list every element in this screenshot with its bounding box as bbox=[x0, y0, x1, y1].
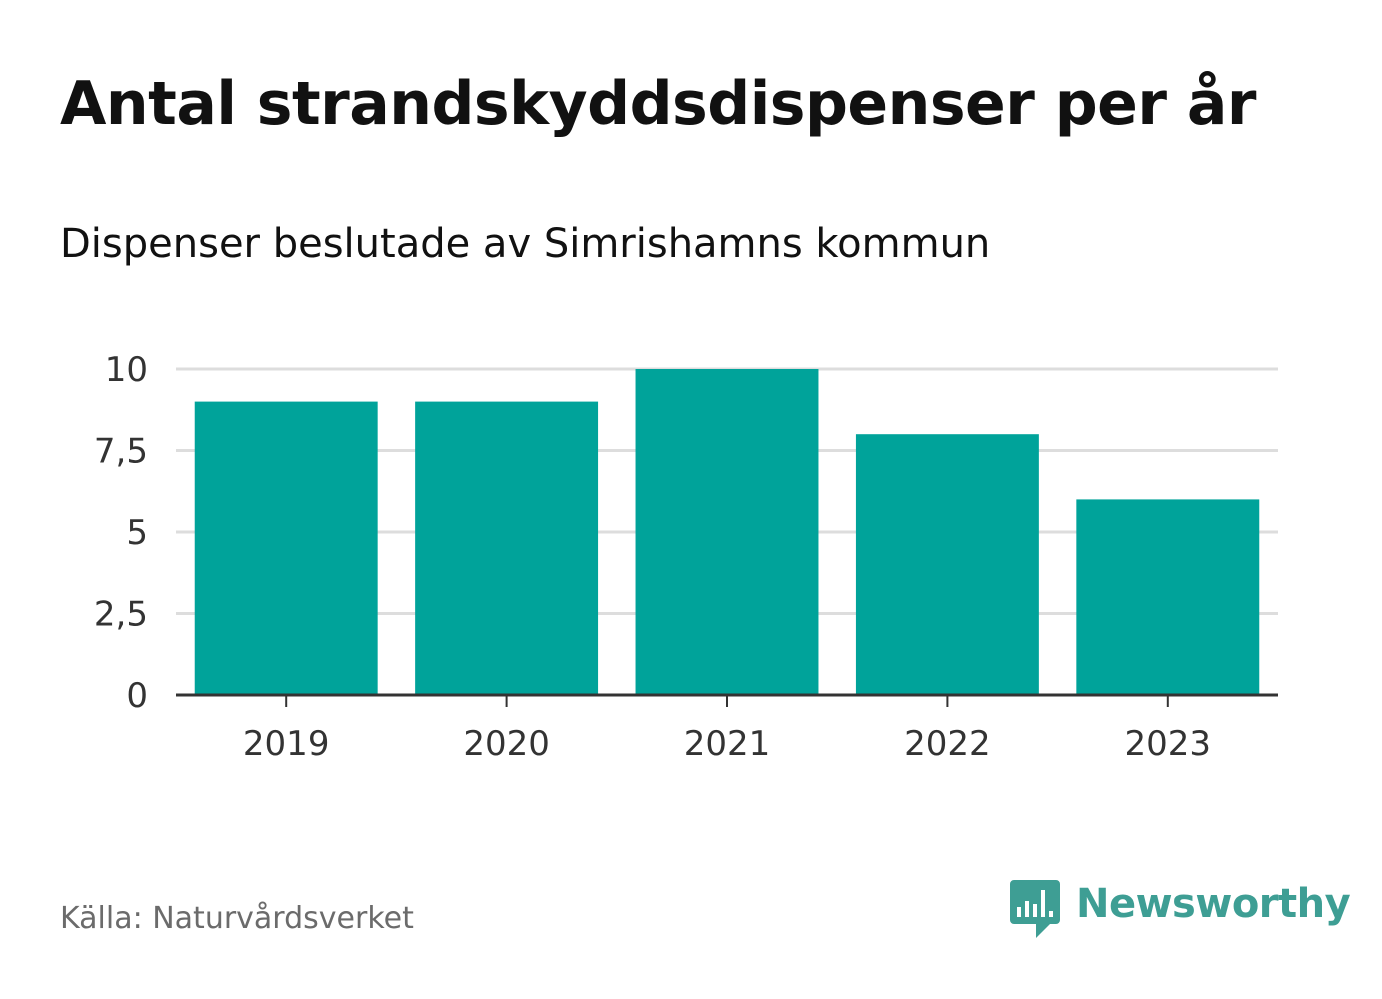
x-axis-tick-labels: 2019 2020 2021 2022 2023 bbox=[243, 724, 1211, 764]
bar-2022 bbox=[855, 434, 1039, 695]
x-tick-label: 2019 bbox=[243, 724, 330, 764]
y-tick-label: 10 bbox=[105, 350, 148, 390]
bars bbox=[194, 369, 1260, 695]
x-axis bbox=[176, 693, 1278, 707]
bar-2020 bbox=[415, 401, 599, 695]
bar-2021 bbox=[635, 369, 819, 695]
y-axis-tick-labels: 0 2,5 5 7,5 10 bbox=[94, 350, 148, 716]
x-tick-label: 2022 bbox=[904, 724, 991, 764]
brand-name: Newsworthy bbox=[1076, 881, 1351, 927]
brand: Newsworthy bbox=[1010, 880, 1351, 942]
bar-2023 bbox=[1076, 499, 1260, 695]
y-tick-label: 2,5 bbox=[94, 595, 148, 635]
x-tick-label: 2023 bbox=[1125, 724, 1212, 764]
x-tick-label: 2020 bbox=[463, 724, 550, 764]
chart-subtitle: Dispenser beslutade av Simrishamns kommu… bbox=[60, 221, 991, 267]
source-note: Källa: Naturvårdsverket bbox=[60, 901, 414, 936]
y-tick-label: 7,5 bbox=[94, 432, 148, 472]
y-tick-label: 5 bbox=[126, 513, 148, 553]
bar-2019 bbox=[194, 401, 378, 695]
y-tick-label: 0 bbox=[126, 676, 148, 716]
chart-title: Antal strandskyddsdispenser per år bbox=[60, 69, 1256, 139]
newsworthy-logo-icon bbox=[1010, 880, 1060, 938]
x-tick-label: 2021 bbox=[684, 724, 771, 764]
